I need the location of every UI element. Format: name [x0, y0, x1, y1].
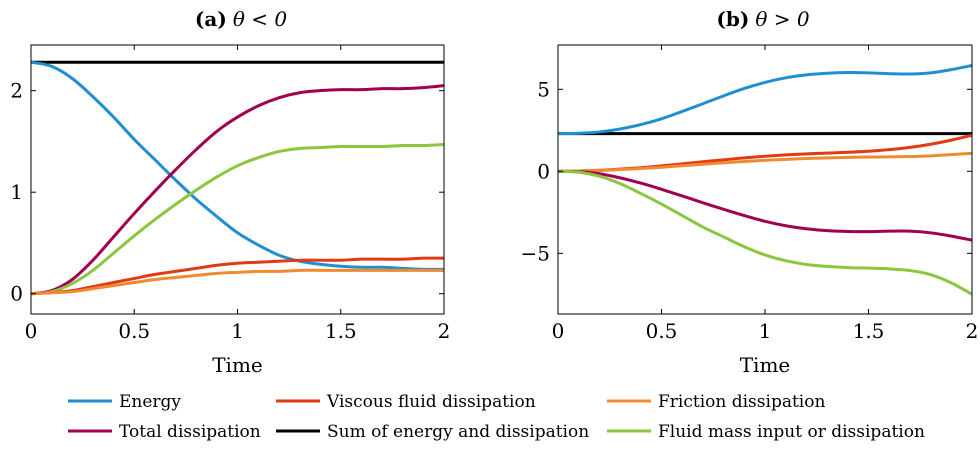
x-tick-label: 1.5 — [853, 319, 885, 343]
series-line-energy — [558, 64, 972, 136]
series-line-energy — [31, 60, 444, 271]
x-tick-label: 0.5 — [118, 319, 150, 343]
x-tick-label: 0.5 — [646, 319, 678, 343]
series-line-friction-dissipation — [558, 151, 972, 173]
series-line-viscous-fluid-dissipation — [558, 133, 972, 173]
series-group — [558, 64, 972, 296]
y-tick-label: 2 — [10, 79, 23, 103]
series-line-total-dissipation — [558, 169, 972, 242]
legend-label-sum-of-energy-and-dissipation: Sum of energy and dissipation — [327, 422, 589, 442]
panel-title: (a) θ < 0 — [195, 7, 287, 31]
y-tick-label: −5 — [521, 241, 550, 265]
series-line-friction-dissipation — [31, 268, 444, 296]
series-line-fluid-mass-input-or-dissipation — [558, 169, 972, 296]
panel-b: (b) θ > 0 0 0.5 1 1.5 2 −5 0 5 Time — [521, 7, 979, 377]
x-tick-label: 0 — [552, 319, 565, 343]
legend-label-viscous-fluid-dissipation: Viscous fluid dissipation — [326, 392, 536, 412]
x-tick-label: 0 — [25, 319, 38, 343]
series-line-fluid-mass-input-or-dissipation — [31, 142, 444, 296]
legend-label-fluid-mass-input-or-dissipation: Fluid mass input or dissipation — [658, 422, 925, 442]
plot-frame — [557, 44, 973, 315]
x-tick-label: 1 — [231, 319, 244, 343]
series-group — [31, 60, 444, 296]
series-line-total-dissipation — [31, 84, 444, 296]
x-tick-label: 2 — [438, 319, 451, 343]
panel-title-label: (b) — [716, 7, 749, 31]
x-axis-label: Time — [740, 353, 791, 377]
y-tick-label: 1 — [10, 180, 23, 204]
legend-label-total-dissipation: Total dissipation — [119, 422, 261, 442]
panel-title-label: (a) — [195, 7, 227, 31]
y-tick-label: 0 — [10, 282, 23, 306]
y-tick-label: 0 — [537, 159, 550, 183]
legend-label-energy: Energy — [119, 392, 181, 412]
x-axis-label: Time — [212, 353, 263, 377]
legend: Energy Viscous fluid dissipation Friction … — [68, 392, 925, 442]
x-tick-label: 1.5 — [325, 319, 357, 343]
x-tick-label: 2 — [966, 319, 979, 343]
panel-title-condition: θ < 0 — [233, 7, 288, 31]
x-tick-label: 1 — [759, 319, 772, 343]
panel-title-condition: θ > 0 — [755, 7, 810, 31]
panel-title: (b) θ > 0 — [716, 7, 809, 31]
y-tick-label: 5 — [537, 77, 550, 101]
panel-a: (a) θ < 0 0 0.5 1 1.5 2 0 1 2 Time — [10, 7, 450, 377]
legend-label-friction-dissipation: Friction dissipation — [658, 392, 825, 412]
series-line-viscous-fluid-dissipation — [31, 256, 444, 296]
